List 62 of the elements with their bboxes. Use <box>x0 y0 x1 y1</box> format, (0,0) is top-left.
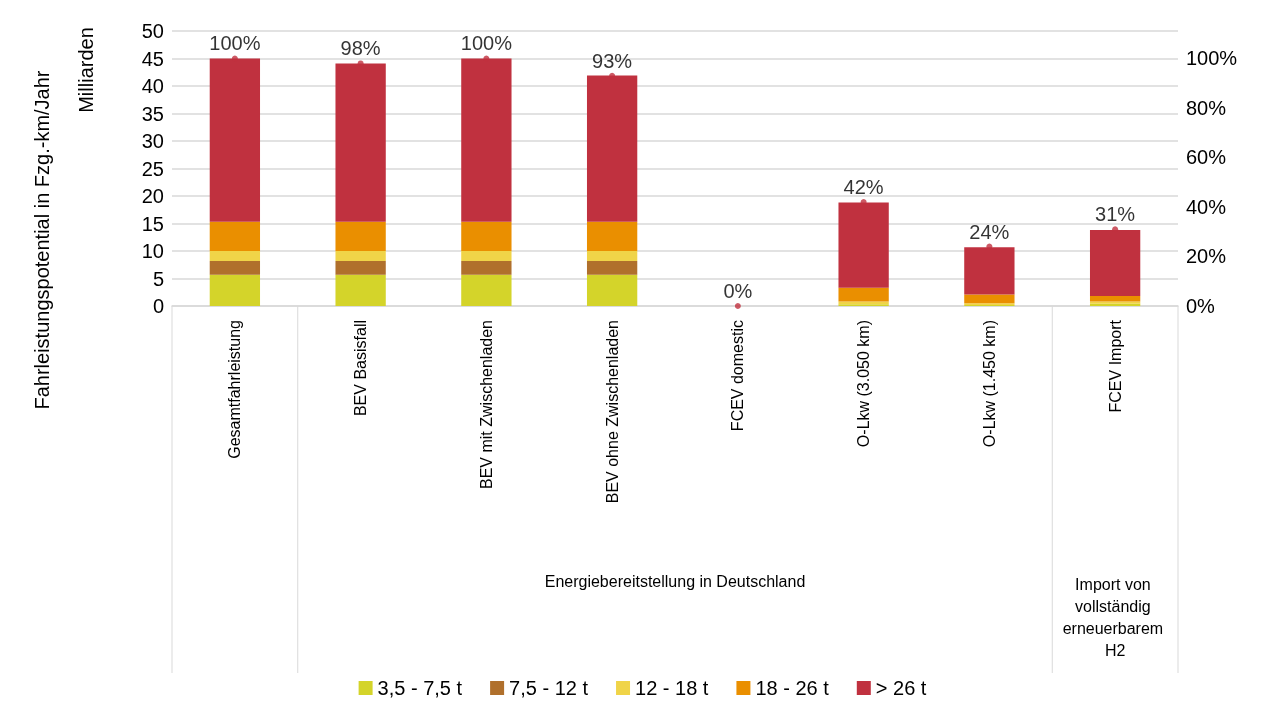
bar <box>209 274 261 306</box>
y2-tick-label: 20% <box>1186 245 1227 268</box>
text: Energiebereitstellung in Deutschland <box>544 572 806 590</box>
y-tick-label: 5 <box>152 267 164 290</box>
legend-label: 12 - 18 t <box>635 677 709 699</box>
y-tick-label: 45 <box>141 47 164 70</box>
bar <box>586 260 638 275</box>
x-tick-label: BEV mit Zwischenladen <box>477 320 495 489</box>
y-tick-label: 10 <box>141 240 164 262</box>
y2-tick-label: 40% <box>1186 195 1227 218</box>
y2-tick-label: 100% <box>1186 47 1238 70</box>
bar <box>335 221 386 251</box>
bar <box>335 260 386 275</box>
text: Import von vollständig erneuerbarem H2 <box>1062 575 1168 659</box>
y2-tick-label: 80% <box>1186 96 1227 119</box>
bar <box>461 251 512 261</box>
bar <box>838 287 889 302</box>
y-tick-label: 40 <box>141 75 164 97</box>
bar <box>1089 296 1141 302</box>
point <box>734 303 741 309</box>
y-axis-title: Fahrleistungspotential in Fzg.-km/Jahr <box>31 70 53 410</box>
y-tick-label: 25 <box>141 157 164 180</box>
bar <box>964 294 1015 304</box>
bar <box>586 251 638 261</box>
bar <box>209 251 261 261</box>
x-tick-label: BEV Basisfall <box>352 320 370 417</box>
legend-label: 3,5 - 7,5 t <box>377 677 463 699</box>
data-label: 24% <box>969 220 1010 243</box>
legend-label: > 26 t <box>875 677 927 699</box>
bar <box>209 260 261 275</box>
data-label: 100% <box>209 32 261 55</box>
y-tick-label: 15 <box>141 212 164 235</box>
data-label: 93% <box>592 49 633 72</box>
bar <box>209 221 261 251</box>
data-label: 0% <box>723 280 753 302</box>
y2-tick-label: 60% <box>1186 146 1227 169</box>
x-tick-label: FCEV domestic <box>729 320 747 432</box>
bar <box>335 274 386 306</box>
y-tick-label: 30 <box>141 130 164 152</box>
text: Milliarden <box>75 27 97 113</box>
y-tick-label: 20 <box>141 185 164 207</box>
bar <box>461 274 512 306</box>
data-label: 100% <box>460 32 513 55</box>
data-label: 42% <box>843 176 884 199</box>
bar <box>586 221 638 251</box>
x-tick-label: Gesamtfahrleistung <box>226 320 244 459</box>
x-tick-label: O-Lkw (1.450 km) <box>980 320 998 448</box>
bar <box>335 251 386 261</box>
bar <box>461 260 512 275</box>
legend-label: 7,5 - 12 t <box>509 677 589 699</box>
y-tick-label: 35 <box>141 102 164 125</box>
legend-label: 18 - 26 t <box>755 677 830 699</box>
bar <box>461 221 512 251</box>
data-label: 98% <box>340 37 381 60</box>
bar <box>586 274 638 306</box>
x-tick-label: BEV ohne Zwischenladen <box>603 320 621 504</box>
x-tick-label: O-Lkw (3.050 km) <box>855 320 873 448</box>
y-tick-label: 0 <box>152 295 164 317</box>
data-label: 31% <box>1095 203 1136 226</box>
y2-tick-label: 0% <box>1186 295 1216 317</box>
y-tick-label: 50 <box>141 20 164 42</box>
x-tick-label: FCEV Import <box>1106 319 1124 413</box>
